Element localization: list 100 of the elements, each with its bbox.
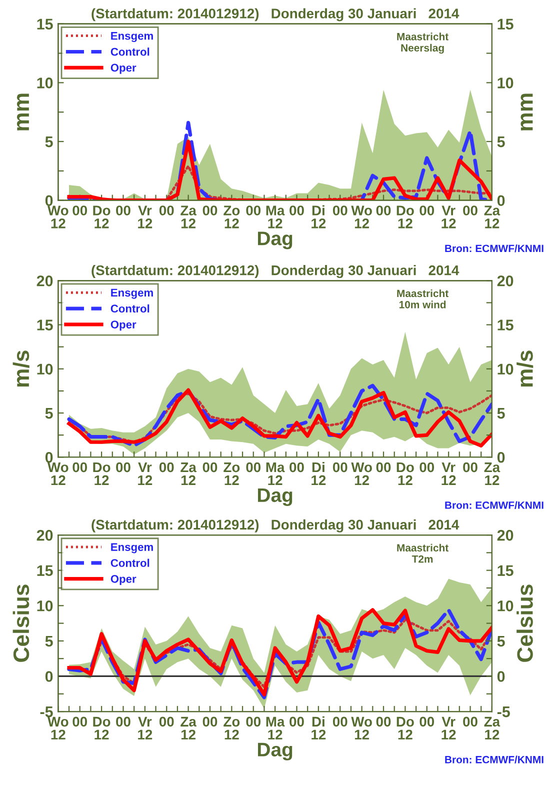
x-tick-label: 00 [159, 462, 174, 472]
x-tick-label: Di 12 [312, 462, 326, 485]
x-tick-label: Wo 12 [351, 716, 372, 740]
x-tick-label: 00 [420, 462, 434, 472]
y-axis-title: m/s [12, 350, 30, 387]
x-tick-label: 00 [376, 716, 391, 727]
x-tick-label: Za 12 [180, 462, 196, 485]
y-axis-title: Celsius [12, 584, 30, 662]
y2-tick-label: 0 [497, 671, 505, 682]
y2-tick-label: 5 [497, 136, 505, 148]
y-tick-label: 15 [37, 18, 53, 30]
x-tick-label: Vr 12 [442, 716, 456, 740]
x-tick-label: 00 [290, 462, 304, 472]
x-tick-label: 00 [116, 206, 130, 216]
x-tick-label: 00 [332, 206, 348, 216]
y-tick-label: -5 [40, 706, 53, 718]
x-tick-label: 00 [116, 716, 130, 727]
legend-label: Ensgem [111, 288, 153, 299]
x-tick-label: 00 [463, 462, 478, 472]
y-axis-title: mm [16, 94, 29, 130]
annotation: Maastricht Neerslag [397, 32, 448, 54]
y2-tick-label: 5 [497, 408, 505, 419]
x-tick-label: 00 [246, 206, 261, 216]
x-tick-label: 00 [463, 206, 478, 216]
x-tick-label: 00 [116, 462, 130, 472]
y-tick-label: 15 [37, 565, 53, 576]
legend-label: Control [110, 48, 150, 56]
x-tick-label: 00 [420, 206, 434, 216]
y-tick-label: 0 [45, 671, 53, 682]
chart-title: (Startdatum: 2014012912) Donderdag 30 Januari 2014 [92, 8, 460, 22]
x-tick-label: Za 12 [484, 462, 500, 485]
y-tick-label: 20 [36, 530, 53, 541]
y2-tick-label: -5 [497, 706, 510, 718]
y-tick-label: 10 [37, 78, 53, 88]
chart-title: (Startdatum: 2014012912) Donderdag 30 Januari 2014 [92, 265, 460, 278]
x-tick-label: Di 12 [312, 205, 326, 228]
y2-tick-label: 15 [498, 18, 514, 30]
y2-tick-label: 10 [498, 364, 514, 375]
x-tick-label: Wo 12 [48, 716, 68, 740]
x-tick-label: Vr 12 [442, 206, 456, 228]
x-tick-label: Wo 12 [351, 462, 372, 485]
legend-label: Oper [110, 574, 136, 586]
x-tick-label: 00 [290, 206, 304, 216]
x-tick-label: Za 12 [484, 716, 500, 740]
y2-axis-title: m/s [516, 350, 534, 387]
x-tick-label: Za 12 [180, 206, 196, 228]
y2-axis-title: mm [520, 94, 533, 130]
x-axis-title: Dag [258, 232, 292, 250]
y2-tick-label: 10 [498, 78, 514, 88]
x-tick-label: Do 12 [396, 716, 414, 740]
line-series [67, 140, 492, 200]
chart-title: (Startdatum: 2014012912) Donderdag 30 Januari 2014 [92, 519, 460, 532]
x-axis-title: Dag [258, 742, 292, 760]
x-tick-label: Do 12 [93, 206, 110, 228]
y2-tick-label: 15 [498, 565, 514, 576]
y-tick-label: 10 [37, 364, 53, 375]
legend-label: Oper [110, 320, 136, 331]
x-tick-label: 00 [72, 462, 88, 472]
x-tick-label: Wo 12 [351, 206, 372, 228]
y-tick-label: 5 [45, 136, 53, 148]
legend-label: Control [110, 304, 150, 313]
x-tick-label: 00 [420, 716, 434, 727]
x-tick-label: Do 12 [93, 462, 110, 485]
text: Bron: ECMWF/KNMI [445, 244, 544, 252]
x-tick-label: 00 [202, 462, 218, 472]
y-tick-label: 5 [45, 636, 53, 647]
x-tick-label: 00 [246, 716, 261, 727]
annotation: Maastricht 10m wind [397, 289, 448, 308]
y2-tick-label: 20 [497, 530, 514, 541]
y2-tick-label: 20 [497, 276, 514, 286]
x-tick-label: Zo 12 [224, 206, 240, 228]
x-tick-label: Za 12 [484, 206, 500, 228]
y-tick-label: 0 [45, 195, 53, 206]
y-tick-label: 0 [45, 452, 53, 463]
x-tick-label: 00 [72, 206, 88, 216]
y2-tick-label: 10 [498, 600, 514, 612]
x-tick-label: Zo 12 [224, 716, 240, 740]
x-tick-label: Vr 12 [442, 462, 456, 485]
x-tick-label: 00 [202, 716, 218, 727]
x-tick-label: 00 [159, 716, 174, 727]
text: Bron: ECMWF/KNMI [445, 501, 544, 510]
legend-label: Ensgem [111, 543, 153, 554]
x-axis-title: Dag [258, 488, 292, 506]
x-tick-label: Za 12 [180, 716, 196, 740]
x-tick-label: Vr 12 [138, 206, 152, 228]
legend-label: Ensgem [111, 32, 153, 42]
x-tick-label: 00 [463, 716, 478, 727]
x-tick-label: 00 [290, 716, 304, 727]
x-tick-label: Wo 12 [48, 462, 68, 485]
x-tick-label: Zo 12 [224, 462, 240, 485]
x-tick-label: 00 [332, 462, 348, 472]
x-tick-label: Do 12 [93, 716, 110, 740]
y-tick-label: 5 [45, 408, 53, 419]
x-tick-label: Do 12 [396, 462, 414, 485]
y-tick-label: 15 [37, 320, 53, 330]
legend-label: Oper [110, 64, 136, 74]
y2-tick-label: 0 [497, 195, 505, 206]
y2-tick-label: 0 [497, 452, 505, 463]
y2-axis-title: Celsius [516, 584, 533, 662]
x-tick-label: Ma 12 [266, 206, 285, 228]
